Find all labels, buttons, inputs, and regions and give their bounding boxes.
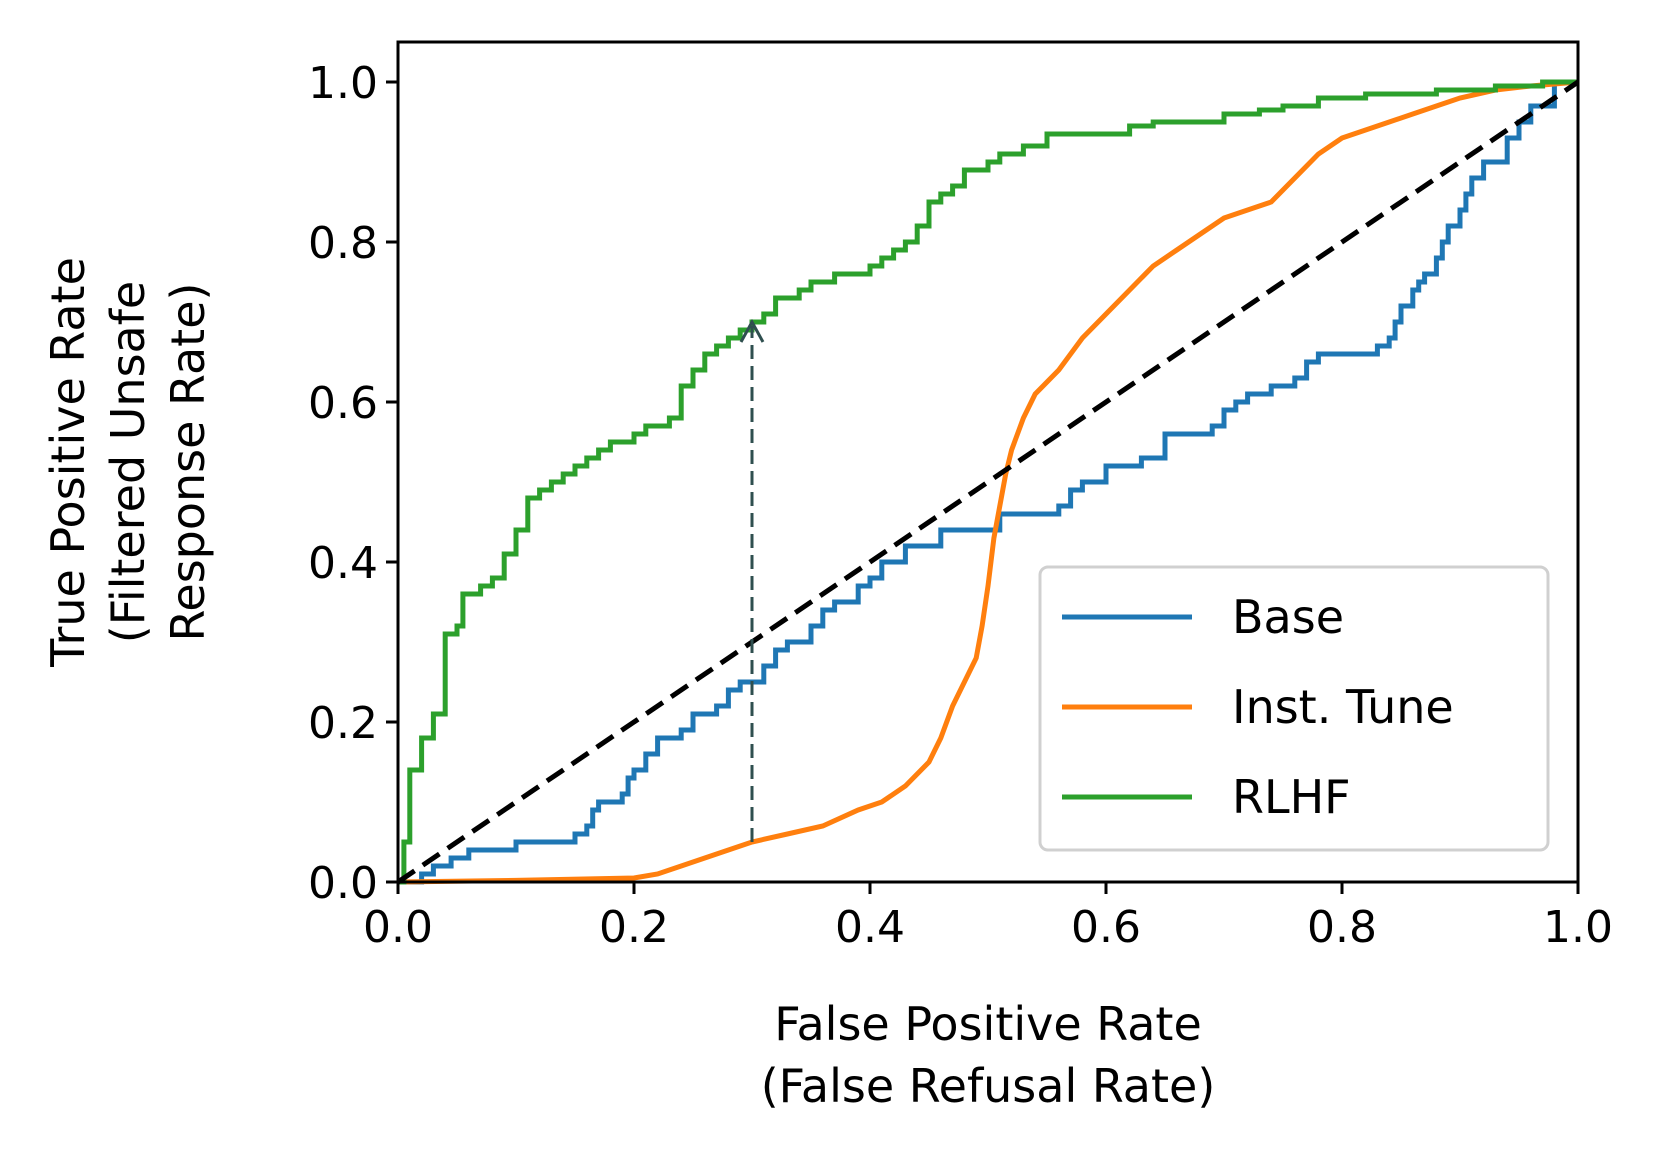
- x-tick-label: 1.0: [1543, 902, 1613, 953]
- x-axis-label-line: (False Refusal Rate): [761, 1059, 1216, 1113]
- y-tick-label: 0.6: [308, 378, 378, 429]
- x-axis-label-line: False Positive Rate: [774, 997, 1202, 1051]
- series-line-inst-tune: [397, 79, 1579, 885]
- x-tick-label: 0.2: [599, 902, 669, 953]
- y-axis-label-line: Response Rate): [161, 283, 215, 642]
- legend-box: [1038, 565, 1550, 852]
- axes: 0.0 0.2 0.4 0.6 0.8 1.0 0.0 0.2 0.4 0.6 0.8 1.0 Fals…: [41, 58, 1613, 1113]
- x-tick-label: 0.4: [835, 902, 905, 953]
- y-tick-label: 0.8: [308, 218, 378, 269]
- legend-label-rlhf: RLHF: [1232, 770, 1351, 824]
- y-axis-label-line: (Filtered Unsafe: [101, 281, 155, 643]
- x-tick-label: 0.8: [1307, 902, 1377, 953]
- plot-frame: [396, 40, 1580, 884]
- series-line-base: [398, 79, 1578, 885]
- y-tick-label: 1.0: [308, 58, 378, 109]
- x-tick-label: 0.6: [1071, 902, 1141, 953]
- legend-label-base: Base: [1232, 590, 1344, 644]
- reference-diagonal-line: [396, 79, 1580, 885]
- annotation-arrow-head: [739, 318, 765, 343]
- y-tick-label: 0.4: [308, 538, 378, 589]
- x-tick-label: 0.0: [363, 902, 433, 953]
- y-tick-label: 0.0: [308, 858, 378, 909]
- y-tick-label: 0.2: [308, 698, 378, 749]
- legend: Base Inst. Tune RLHF: [1038, 565, 1550, 852]
- y-axis-label-line: True Positive Rate: [41, 257, 95, 668]
- legend-label-inst-tune: Inst. Tune: [1232, 680, 1454, 734]
- plot-marks: [396, 79, 1580, 885]
